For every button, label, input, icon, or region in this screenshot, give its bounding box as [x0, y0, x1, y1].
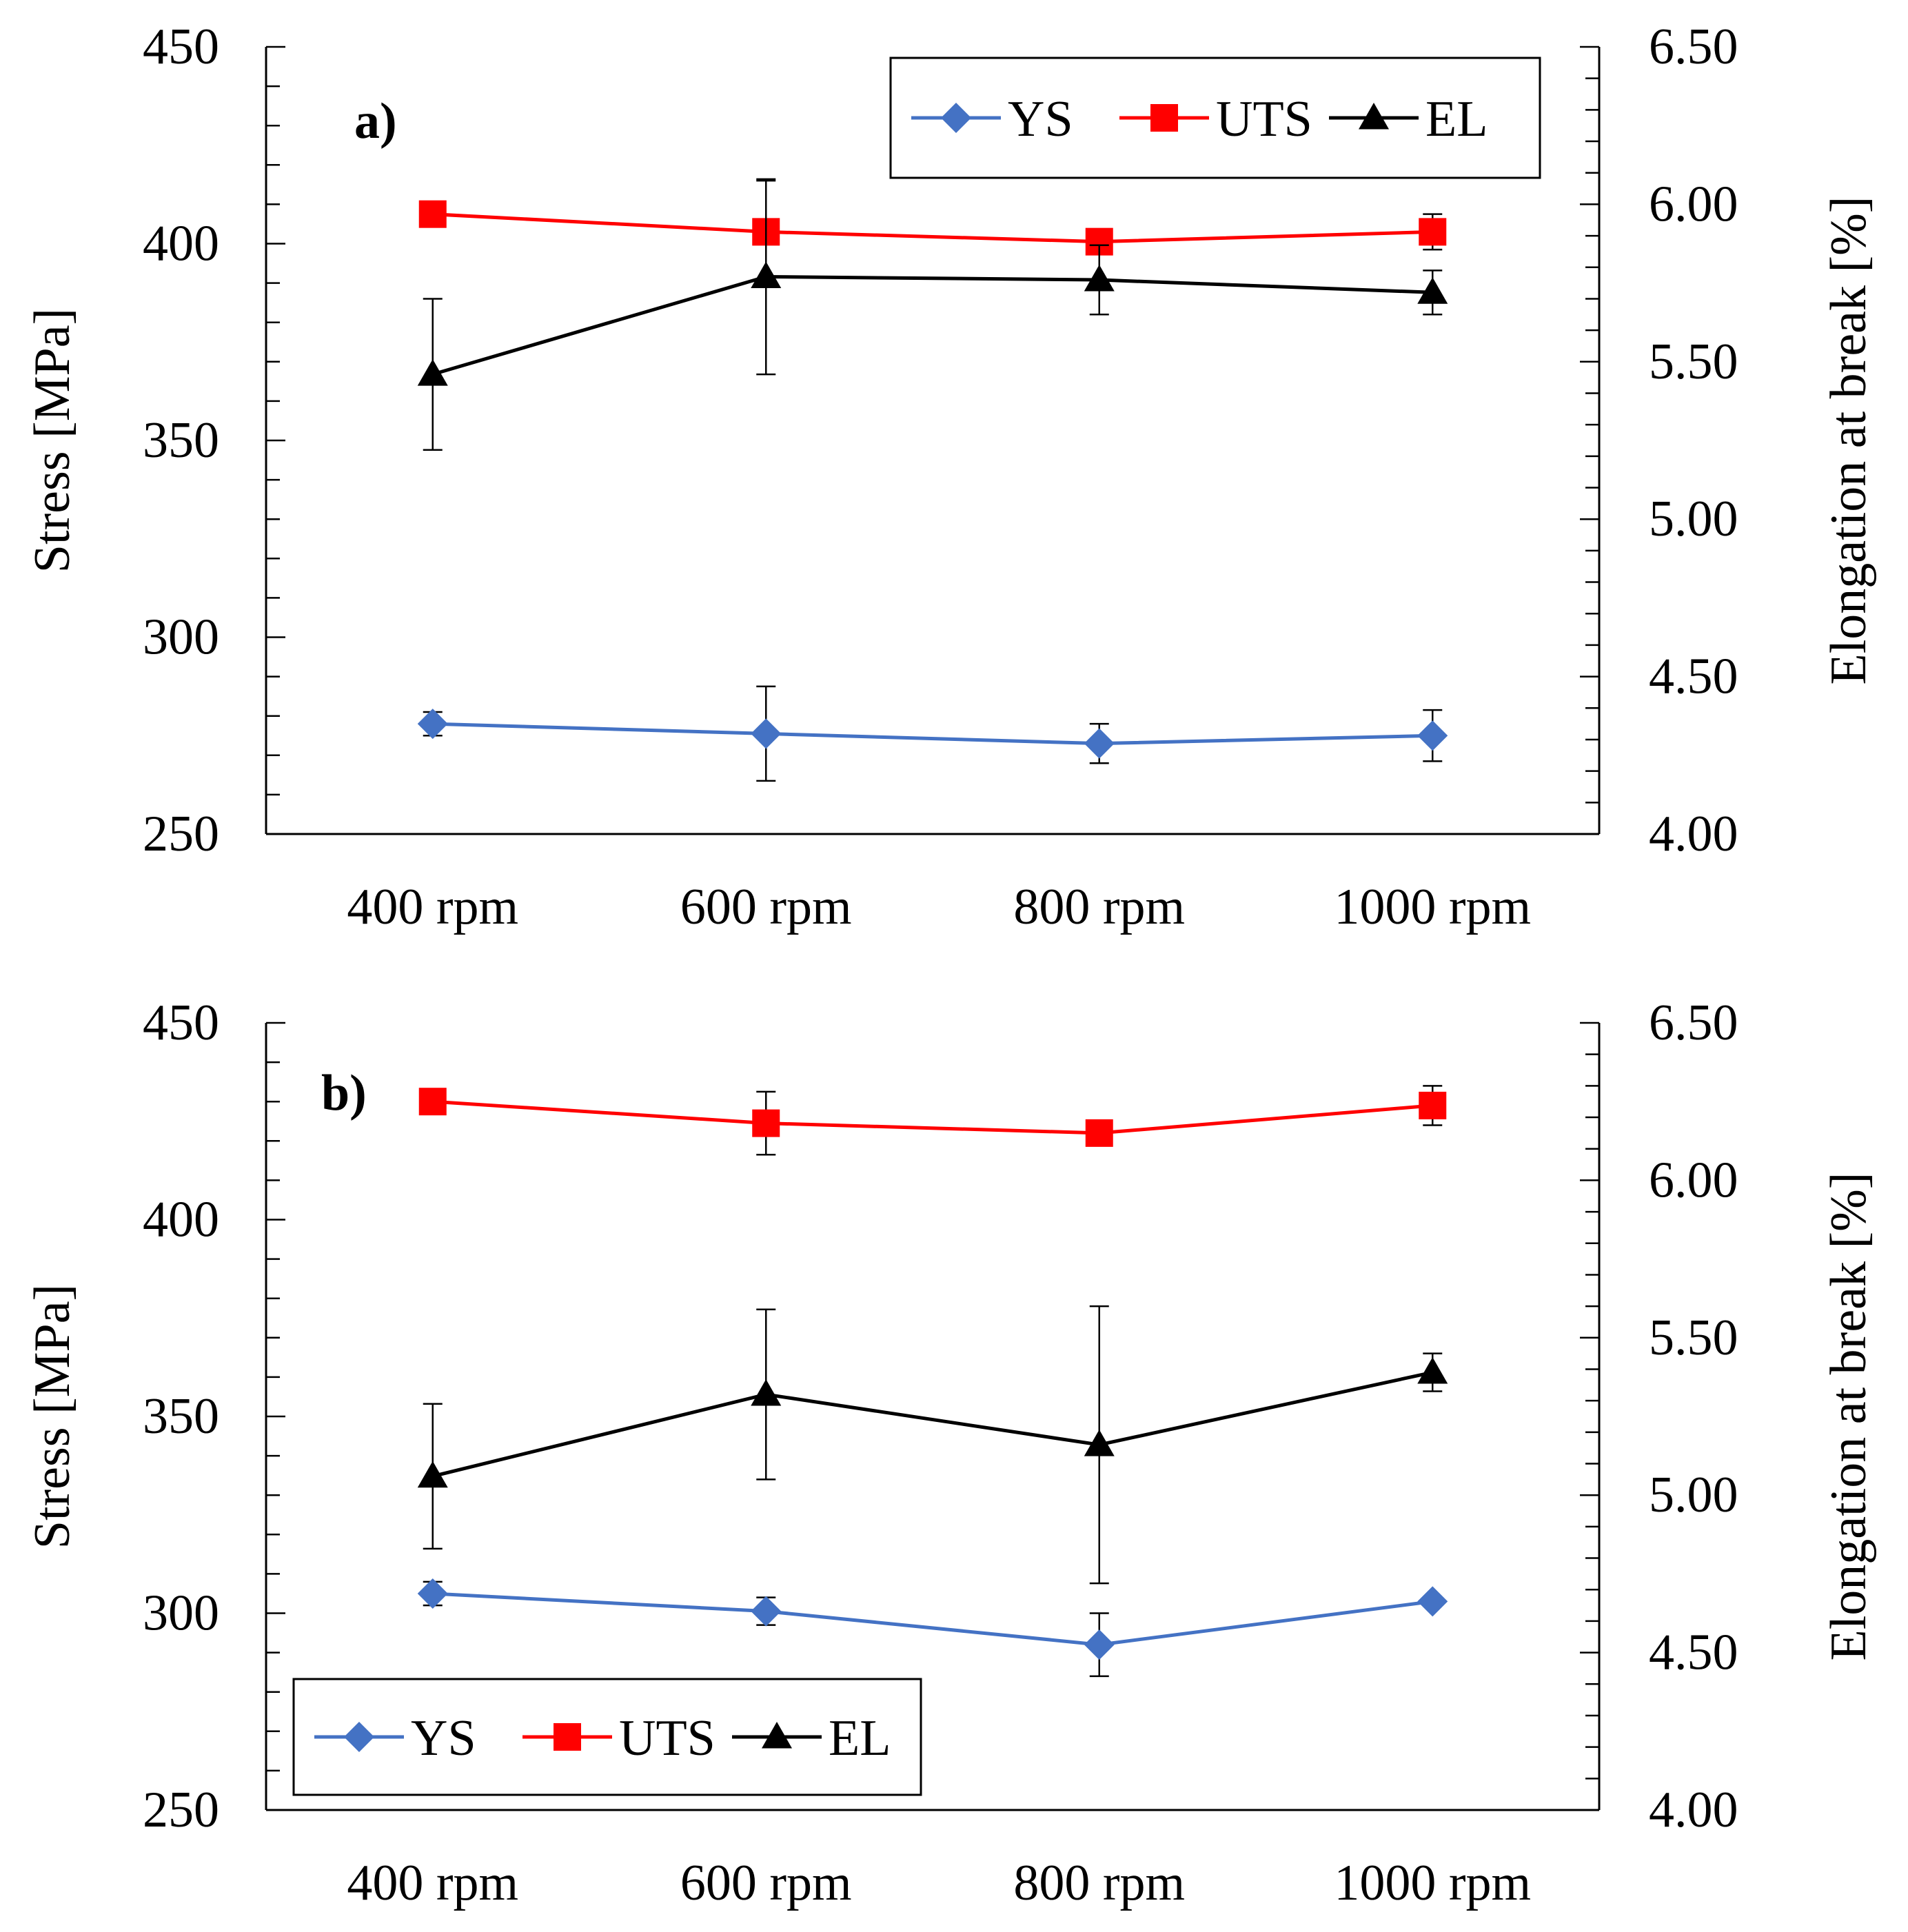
- data-point-ys: [751, 1596, 782, 1627]
- y-right-tick-label: 4.00: [1649, 806, 1738, 862]
- y-right-tick-label: 6.00: [1649, 1152, 1738, 1208]
- x-tick-label: 1000 rpm: [1334, 1855, 1531, 1911]
- y-right-tick-label: 5.00: [1649, 1467, 1738, 1523]
- x-tick-label: 600 rpm: [680, 879, 852, 935]
- data-point-el: [417, 359, 448, 386]
- legend: YS UTS EL: [889, 57, 1541, 179]
- legend-marker-uts: [554, 1723, 581, 1751]
- series-uts: [418, 179, 1447, 284]
- legend-marker-uts: [1150, 104, 1178, 132]
- legend-label: EL: [1425, 91, 1488, 148]
- y-left-tick-label: 400: [143, 216, 219, 272]
- data-point-uts: [1419, 218, 1447, 246]
- data-point-uts: [752, 1109, 780, 1137]
- legend-marker-el: [1359, 103, 1389, 130]
- data-point-uts: [418, 1088, 447, 1116]
- legend-label: UTS: [619, 1710, 716, 1767]
- x-tick-label: 800 rpm: [1013, 1855, 1185, 1911]
- data-point-uts: [1085, 1119, 1113, 1147]
- y-right-axis-title: Elongation at break [%]: [1820, 1172, 1877, 1661]
- series-el: [417, 178, 1448, 451]
- y-right-axis-title: Elongation at break [%]: [1820, 196, 1877, 685]
- x-tick-label: 600 rpm: [680, 1855, 852, 1911]
- y-left-tick-label: 250: [143, 806, 219, 862]
- y-left-tick-label: 350: [143, 412, 219, 469]
- y-right-tick-label: 6.50: [1649, 19, 1738, 75]
- series-line-ys: [432, 722, 1433, 746]
- data-point-ys: [1417, 720, 1448, 751]
- y-left-axis-title: Stress [MPa]: [24, 308, 81, 573]
- x-tick-label: 400 rpm: [347, 879, 518, 935]
- series-line-el: [432, 274, 1433, 376]
- data-point-ys: [751, 718, 782, 749]
- legend: YS UTS EL: [292, 1678, 922, 1796]
- y-left-tick-label: 450: [143, 995, 219, 1051]
- y-left-axis-title: Stress [MPa]: [24, 1284, 81, 1549]
- data-point-el: [751, 261, 782, 288]
- y-left-tick-label: 300: [143, 1585, 219, 1642]
- y-left-tick-label: 300: [143, 609, 219, 666]
- data-point-el: [751, 1379, 782, 1406]
- data-point-el: [1417, 1357, 1448, 1384]
- y-right-tick-label: 5.00: [1649, 491, 1738, 547]
- legend-marker-el: [762, 1722, 792, 1749]
- y-right-tick-label: 4.50: [1649, 649, 1738, 705]
- series-uts: [418, 1085, 1447, 1156]
- y-left-tick-label: 450: [143, 19, 219, 75]
- y-left-tick-label: 350: [143, 1388, 219, 1445]
- data-point-ys: [1084, 1629, 1115, 1660]
- chart-panel-b: 250 300 350 400 450 4.00 4.50 5.00 5.50 6.00 6.50 4…: [24, 995, 1877, 1911]
- x-tick-label: 800 rpm: [1013, 879, 1185, 935]
- x-tick-label: 400 rpm: [347, 1855, 518, 1911]
- series-el: [417, 1305, 1448, 1585]
- series-line-el: [432, 1370, 1433, 1478]
- y-left-tick-label: 400: [143, 1192, 219, 1248]
- data-point-el: [1084, 265, 1115, 292]
- y-right-tick-label: 4.00: [1649, 1782, 1738, 1838]
- data-point-uts: [418, 200, 447, 228]
- y-right-tick-label: 6.00: [1649, 176, 1738, 232]
- legend-marker-ys: [344, 1722, 374, 1752]
- data-point-ys: [1417, 1586, 1448, 1617]
- legend-marker-ys: [941, 103, 971, 133]
- x-tick-label: 1000 rpm: [1334, 879, 1531, 935]
- data-point-el: [1084, 1430, 1115, 1456]
- data-point-el: [1417, 277, 1448, 304]
- panel-label: b): [321, 1065, 367, 1121]
- y-right-tick-label: 4.50: [1649, 1625, 1738, 1681]
- legend-label: YS: [411, 1710, 476, 1767]
- data-point-el: [417, 1461, 448, 1488]
- series-line-uts: [432, 212, 1433, 244]
- y-right-tick-label: 5.50: [1649, 334, 1738, 390]
- series-ys: [417, 685, 1448, 782]
- legend-label: YS: [1008, 91, 1073, 148]
- data-point-ys: [417, 1578, 448, 1609]
- data-point-uts: [1419, 1091, 1447, 1119]
- data-point-ys: [1084, 728, 1115, 759]
- y-left-tick-label: 250: [143, 1782, 219, 1838]
- panel-label: a): [354, 93, 397, 150]
- y-right-tick-label: 6.50: [1649, 995, 1738, 1051]
- legend-label: UTS: [1216, 91, 1312, 148]
- data-point-ys: [417, 709, 448, 740]
- legend-label: EL: [829, 1710, 891, 1767]
- series-ys: [417, 1578, 1448, 1678]
- series-line-uts: [432, 1099, 1433, 1135]
- chart-panel-a: 250 300 350 400 450 4.00 4.50 5.00 5.50 6.00 6.50 4…: [24, 19, 1877, 935]
- series-line-ys: [432, 1592, 1433, 1647]
- y-right-tick-label: 5.50: [1649, 1310, 1738, 1366]
